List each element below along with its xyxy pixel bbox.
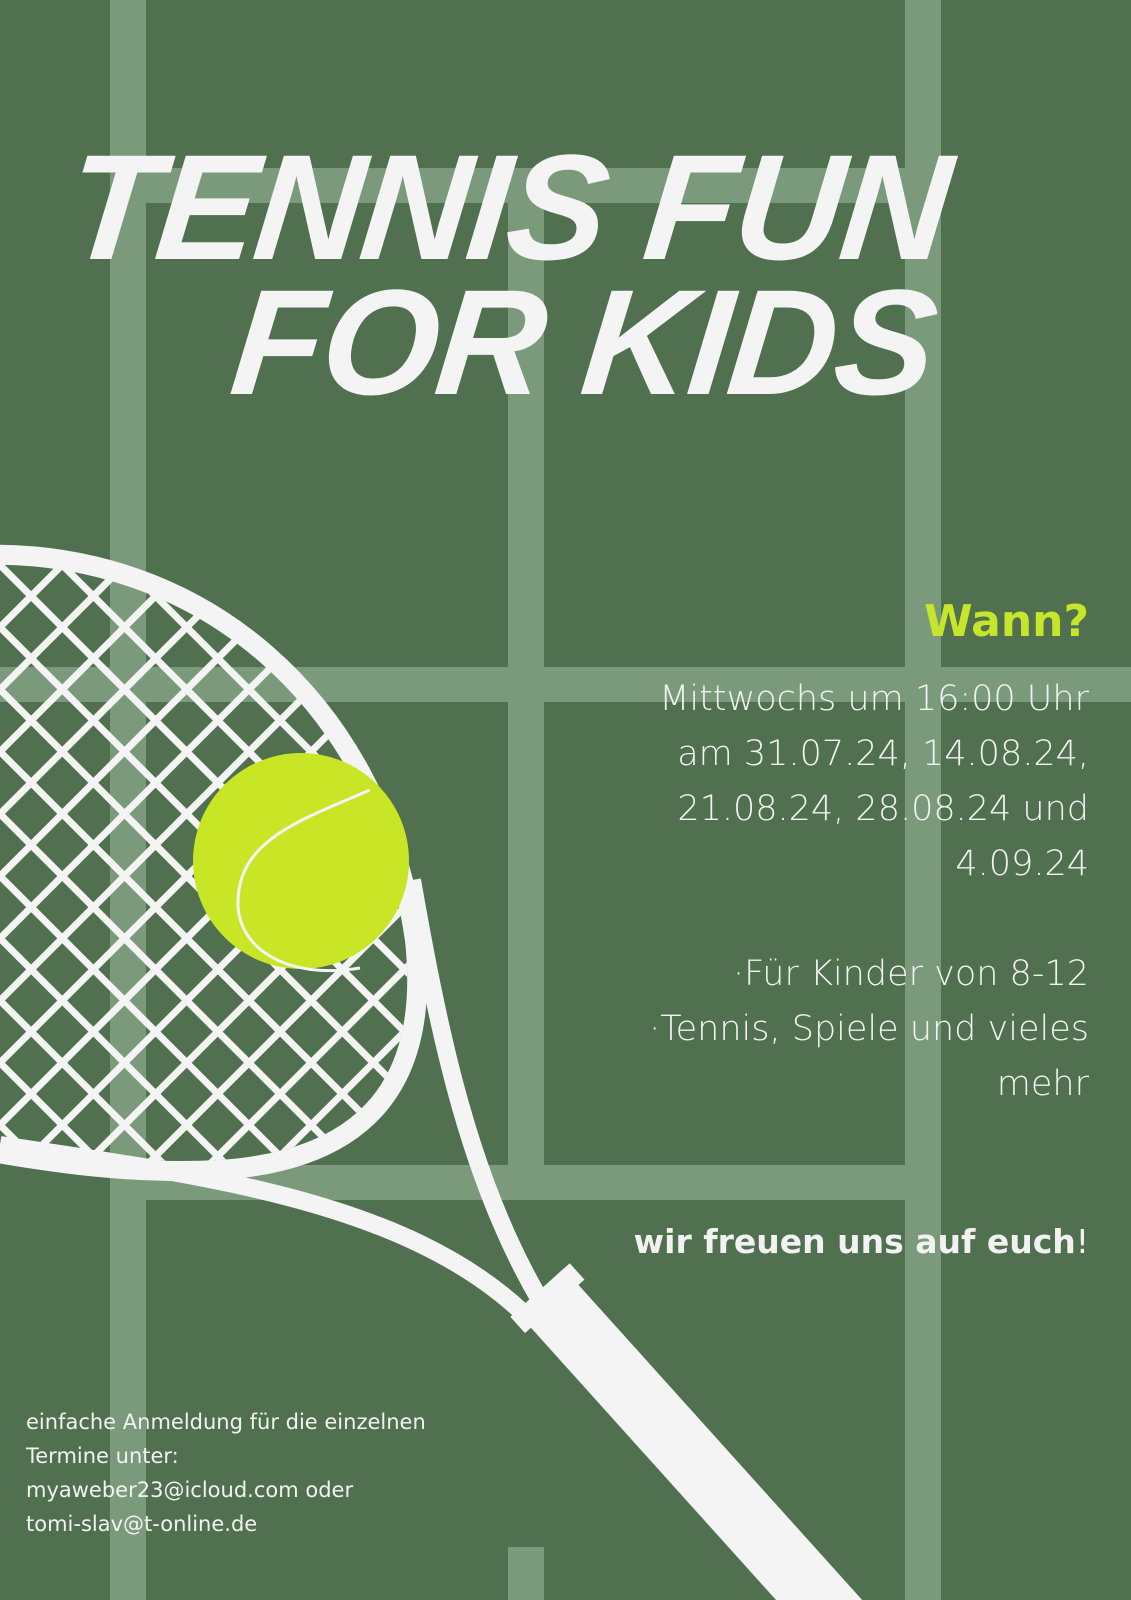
court-line-right: [905, 0, 941, 1600]
racquet-throat-lower: [0, 1136, 527, 1317]
closing-text: wir freuen uns auf euch: [633, 1222, 1076, 1261]
poster-title: TENNIS FUN FOR KIDS: [47, 123, 957, 426]
when-line: 4.09.24: [955, 844, 1089, 884]
closing-punct: !: [1075, 1222, 1089, 1261]
detail-line: mehr: [996, 1064, 1089, 1104]
racquet-handle: [510, 1263, 872, 1600]
tennis-ball-icon: [193, 753, 409, 973]
when-line: 21.08.24, 28.08.24 und: [677, 789, 1089, 829]
when-heading: Wann?: [924, 596, 1089, 647]
racquet-throat-upper: [403, 878, 548, 1305]
registration-info: einfache Anmeldung für die einzelnen Ter…: [26, 1405, 426, 1541]
court-line-top: [110, 168, 941, 203]
closing-message: wir freuen uns auf euch!: [634, 1222, 1089, 1261]
when-line: Mittwochs um 16:00 Uhr: [659, 679, 1089, 719]
detail-line: ·Tennis, Spiele und vieles: [649, 1009, 1089, 1049]
footer-line: einfache Anmeldung für die einzelnen: [26, 1410, 426, 1434]
when-line: am 31.07.24, 14.08.24,: [677, 734, 1089, 774]
court-line-center-bottom: [508, 1547, 544, 1600]
schedule-details: Mittwochs um 16:00 Uhr am 31.07.24, 14.0…: [529, 672, 1089, 1112]
footer-line: Termine unter:: [26, 1444, 179, 1468]
email-link[interactable]: myaweber23@icloud.com oder: [26, 1478, 354, 1502]
title-line-2: FOR KIDS: [224, 258, 943, 426]
title-line-1: TENNIS FUN: [59, 123, 957, 291]
detail-line: ·Für Kinder von 8-12: [732, 954, 1089, 994]
email-link[interactable]: tomi-slav@t-online.de: [26, 1512, 258, 1536]
